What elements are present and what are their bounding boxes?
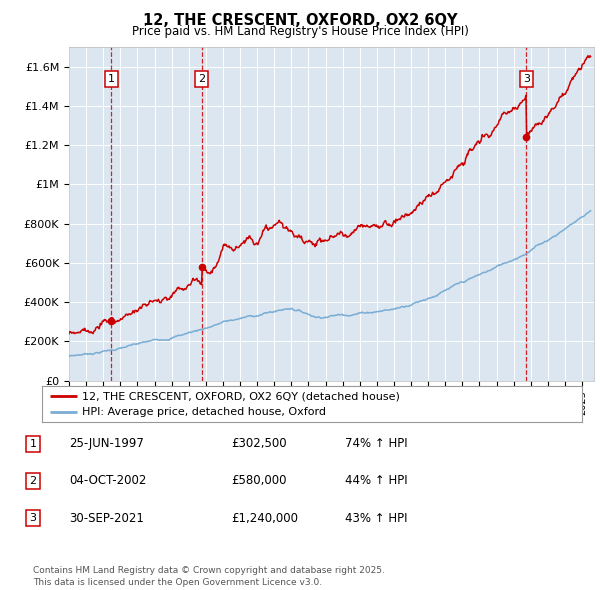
Text: 43% ↑ HPI: 43% ↑ HPI xyxy=(345,512,407,525)
Text: 1: 1 xyxy=(29,439,37,448)
Text: £302,500: £302,500 xyxy=(231,437,287,450)
Text: 3: 3 xyxy=(523,74,530,84)
Text: HPI: Average price, detached house, Oxford: HPI: Average price, detached house, Oxfo… xyxy=(83,407,326,417)
Text: Contains HM Land Registry data © Crown copyright and database right 2025.
This d: Contains HM Land Registry data © Crown c… xyxy=(33,566,385,587)
Text: 1: 1 xyxy=(108,74,115,84)
Text: 74% ↑ HPI: 74% ↑ HPI xyxy=(345,437,407,450)
Text: 25-JUN-1997: 25-JUN-1997 xyxy=(69,437,144,450)
Text: 30-SEP-2021: 30-SEP-2021 xyxy=(69,512,144,525)
Text: 2: 2 xyxy=(29,476,37,486)
Text: 3: 3 xyxy=(29,513,37,523)
Text: Price paid vs. HM Land Registry's House Price Index (HPI): Price paid vs. HM Land Registry's House … xyxy=(131,25,469,38)
Text: 2: 2 xyxy=(198,74,205,84)
Text: 12, THE CRESCENT, OXFORD, OX2 6QY: 12, THE CRESCENT, OXFORD, OX2 6QY xyxy=(143,13,457,28)
Text: 12, THE CRESCENT, OXFORD, OX2 6QY (detached house): 12, THE CRESCENT, OXFORD, OX2 6QY (detac… xyxy=(83,391,400,401)
Text: 44% ↑ HPI: 44% ↑ HPI xyxy=(345,474,407,487)
Text: 04-OCT-2002: 04-OCT-2002 xyxy=(69,474,146,487)
Text: £580,000: £580,000 xyxy=(231,474,287,487)
Text: £1,240,000: £1,240,000 xyxy=(231,512,298,525)
